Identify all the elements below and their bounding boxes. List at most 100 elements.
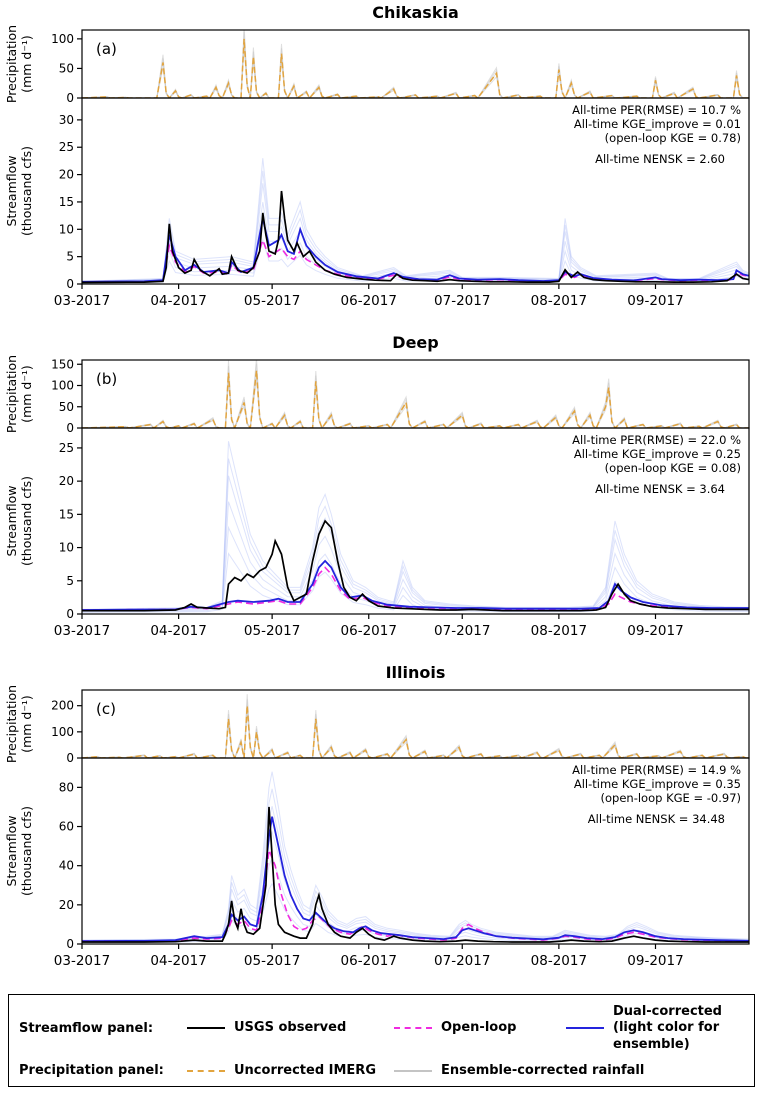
ensemble-rainfall-line <box>82 713 749 758</box>
legend-item-ensemble-rainfall: Ensemble-corrected rainfall <box>394 1063 740 1079</box>
x-tick-label: 04-2017 <box>150 953 206 969</box>
precip-ytick: 50 <box>59 400 74 414</box>
y-axis-label: (thousand cfs) <box>19 806 34 896</box>
panel-title: Illinois <box>386 663 446 682</box>
stream-ytick: 80 <box>59 780 74 794</box>
deep-chart: Deep 0 50 100 150 0 5 10 15 20 25 03-2017 04-2017 05-… <box>4 333 750 639</box>
stream-ytick: 0 <box>66 937 74 951</box>
ensemble-streamflow-line <box>82 830 749 942</box>
stream-ytick: 10 <box>59 541 74 555</box>
ensemble-streamflow-line <box>82 501 749 612</box>
observed-line <box>82 190 749 284</box>
ensemble-streamflow-line <box>82 806 749 942</box>
x-tick-label: 06-2017 <box>341 293 397 309</box>
x-tick-label: 07-2017 <box>434 293 490 309</box>
x-tick-label: 07-2017 <box>434 623 490 639</box>
panel-title: Deep <box>392 333 438 352</box>
y-axis-label: Streamflow <box>4 816 19 887</box>
stream-ytick: 0 <box>66 277 74 291</box>
y-axis-label: (thousand cfs) <box>19 476 34 566</box>
precip-ytick: 100 <box>51 379 74 393</box>
ensemble-rainfall-line <box>82 30 749 98</box>
x-tick-label: 05-2017 <box>244 293 300 309</box>
precip-ytick: 0 <box>66 421 74 435</box>
x-tick-label: 06-2017 <box>341 953 397 969</box>
stream-ytick: 15 <box>59 507 74 521</box>
open-loop-line <box>82 566 749 611</box>
y-axis-label: (mm d⁻¹) <box>19 695 34 753</box>
x-tick-label: 08-2017 <box>531 953 587 969</box>
ensemble-streamflow-line <box>82 170 749 282</box>
stream-ytick: 20 <box>59 168 74 182</box>
illinois-chart: Illinois 0 100 200 0 20 40 60 80 03-2017 04-2017 05… <box>4 663 750 969</box>
precip-ytick: 100 <box>51 32 74 46</box>
ensemble-streamflow-line <box>82 458 749 611</box>
ensemble-streamflow-line <box>82 771 749 941</box>
legend-item-uncorrected-imerg: Uncorrected IMERG <box>187 1063 394 1079</box>
stream-ytick: 60 <box>59 820 74 834</box>
panel-illinois: Illinois 0 100 200 0 20 40 60 80 03-2017 04-2017 05… <box>0 660 763 990</box>
stream-ytick: 15 <box>59 195 74 209</box>
y-axis-label: Streamflow <box>4 486 19 557</box>
x-tick-label: 08-2017 <box>531 293 587 309</box>
stream-ytick: 30 <box>59 113 74 127</box>
y-axis-label: Precipitation <box>4 685 19 763</box>
precip-ytick: 200 <box>51 699 74 713</box>
stream-ytick: 20 <box>59 898 74 912</box>
stream-ytick: 40 <box>59 859 74 873</box>
dual-corrected-line <box>82 559 749 611</box>
dual-corrected-line <box>82 816 749 942</box>
precip-ytick: 150 <box>51 357 74 371</box>
x-tick-label: 04-2017 <box>150 293 206 309</box>
dual-corrected-line <box>82 218 749 283</box>
open-loop-line-swatch <box>394 1027 432 1030</box>
legend-streamflow-label: Streamflow panel: <box>19 1020 154 1036</box>
legend-item-dual-corrected: Dual-corrected (light color for ensemble… <box>566 1004 740 1053</box>
ensemble-rainfall-line <box>82 699 749 758</box>
observed-line <box>82 806 749 943</box>
ensemble-streamflow-line <box>82 158 749 282</box>
ensemble-rainfall-line <box>82 360 749 428</box>
ensemble-rainfall-line <box>82 370 749 428</box>
stream-ytick: 25 <box>59 441 74 455</box>
ensemble-rainfall-line <box>82 47 749 98</box>
stream-ytick: 10 <box>59 222 74 236</box>
ensemble-rainfall-line-swatch <box>394 1069 432 1072</box>
panel-title: Chikaskia <box>372 3 459 22</box>
annotation-line: (open-loop KGE = 0.78) <box>605 131 741 145</box>
y-axis-label: (mm d⁻¹) <box>19 365 34 423</box>
stream-ytick: 5 <box>66 574 74 588</box>
legend-streamflow-row: Streamflow panel: USGS observed Open-loo… <box>19 1004 740 1053</box>
annotation-line: All-time PER(RMSE) = 14.9 % <box>572 763 741 777</box>
x-tick-label: 03-2017 <box>54 623 110 639</box>
open-loop-line <box>82 849 749 942</box>
panel-letter: (c) <box>96 700 116 718</box>
x-tick-label: 05-2017 <box>244 953 300 969</box>
observed-line <box>82 519 749 612</box>
precip-ytick: 100 <box>51 725 74 739</box>
annotation-line: All-time KGE_improve = 0.25 <box>574 447 741 461</box>
ensemble-rainfall-line <box>82 694 749 758</box>
y-axis-label: Streamflow <box>4 156 19 227</box>
precip-ytick: 0 <box>66 91 74 105</box>
panel-letter: (a) <box>96 40 117 58</box>
panel-letter: (b) <box>96 370 117 388</box>
x-tick-label: 06-2017 <box>341 623 397 639</box>
y-axis-label: Precipitation <box>4 355 19 433</box>
y-axis-label: (thousand cfs) <box>19 146 34 236</box>
precip-ytick: 50 <box>59 61 74 75</box>
annotation-nensk: All-time NENSK = 3.64 <box>595 482 725 496</box>
panel-chikaskia: Chikaskia 0 50 100 0 5 10 15 20 25 30 03-2017 04-201… <box>0 0 763 330</box>
imerg-line <box>82 705 749 758</box>
usgs-observed-line-swatch <box>187 1027 225 1030</box>
x-tick-label: 03-2017 <box>54 953 110 969</box>
ensemble-rainfall-line <box>82 31 749 98</box>
annotation-line: All-time PER(RMSE) = 10.7 % <box>572 103 741 117</box>
x-tick-label: 03-2017 <box>54 293 110 309</box>
ensemble-rainfall-line <box>82 705 749 758</box>
annotation-line: All-time KGE_improve = 0.01 <box>574 117 741 131</box>
y-axis-label: (mm d⁻¹) <box>19 35 34 93</box>
x-tick-label: 05-2017 <box>244 623 300 639</box>
legend-item-usgs-observed: USGS observed <box>187 1020 394 1036</box>
